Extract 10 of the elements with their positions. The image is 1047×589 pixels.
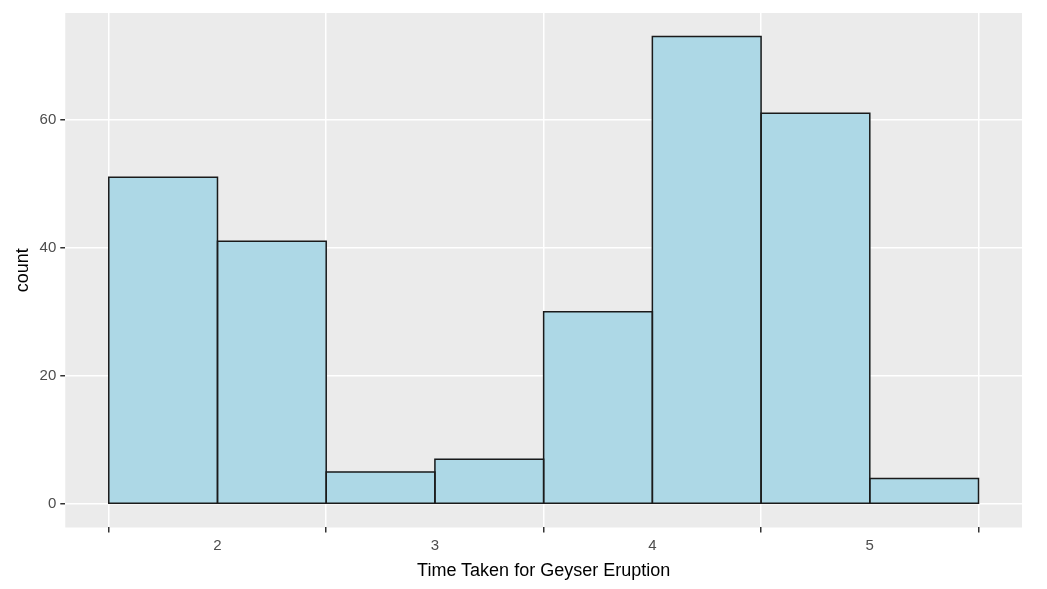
x-tick-label: 5 — [865, 535, 874, 553]
y-tick-label: 0 — [47, 494, 57, 512]
x-axis-title: Time Taken for Geyser Eruption — [417, 560, 671, 581]
x-tick-label: 4 — [648, 535, 657, 553]
x-tick-label: 3 — [430, 535, 440, 553]
y-tick-label: 60 — [39, 109, 57, 127]
y-tick-label: 20 — [39, 366, 57, 384]
y-axis-title: count — [11, 248, 32, 293]
x-tick-label: 2 — [213, 535, 222, 553]
y-tick-label: 40 — [39, 237, 57, 255]
